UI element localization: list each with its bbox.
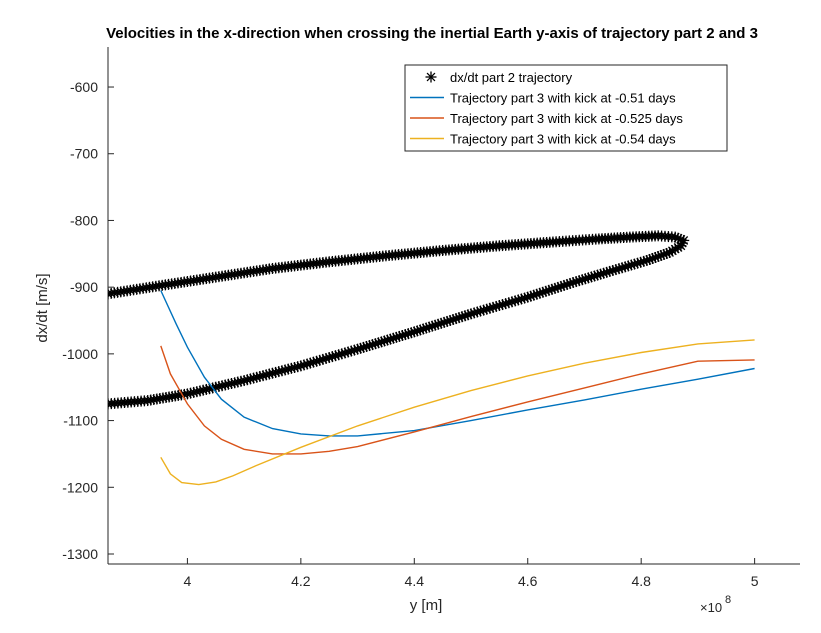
y-tick-label: -800 [70,212,98,228]
x-tick-label: 5 [751,573,759,589]
legend-items: dx/dt part 2 trajectory Trajectory part 3… [410,70,683,147]
y-tick-label: -600 [70,79,98,95]
y-tick-label: -1200 [62,479,98,495]
star-marker [425,71,437,83]
series-line [160,339,755,486]
series-4 [160,339,755,486]
chart-title: Velocities in the x-direction when cross… [106,25,758,42]
x-ticks: 4 4.2 4.4 4.6 4.8 5 [184,558,759,589]
legend: dx/dt part 2 trajectory Trajectory part 3… [404,64,728,152]
x-exponent-power: 8 [725,594,731,606]
legend-item: Trajectory part 3 with kick at -0.51 day… [410,91,676,106]
x-tick-label: 4.2 [291,573,311,589]
x-tick-label: 4 [184,573,192,589]
legend-label: Trajectory part 3 with kick at -0.54 day… [450,132,676,147]
y-ticks: -600 -700 -800 -900 -1000 -1100 -1200 -1300 [62,79,114,562]
plot-area [108,230,755,486]
series-line [160,345,755,455]
y-tick-label: -700 [70,146,98,162]
legend-label: Trajectory part 3 with kick at -0.51 day… [450,91,676,106]
star-marker [108,398,114,410]
y-tick-label: -1300 [62,546,98,562]
series-1 [108,230,690,410]
x-tick-label: 4.4 [405,573,425,589]
x-axis-label: y [m] [410,597,443,614]
legend-item: Trajectory part 3 with kick at -0.54 day… [410,132,676,147]
legend-label: dx/dt part 2 trajectory [450,70,573,85]
series-3 [160,345,755,455]
legend-box [404,64,728,152]
legend-label: Trajectory part 3 with kick at -0.525 da… [450,111,683,126]
x-tick-label: 4.6 [518,573,538,589]
y-axis-label: dx/dt [m/s] [34,273,51,342]
y-tick-label: -1000 [62,346,98,362]
x-exponent-base: ×10 [700,600,722,615]
axes-box [107,47,800,565]
legend-item: Trajectory part 3 with kick at -0.525 da… [410,111,683,126]
y-tick-label: -900 [70,279,98,295]
y-tick-label: -1100 [63,413,98,429]
x-tick-label: 4.8 [631,573,651,589]
legend-item: dx/dt part 2 trajectory [425,70,573,85]
x-axis-exponent: ×10 8 [700,594,731,615]
